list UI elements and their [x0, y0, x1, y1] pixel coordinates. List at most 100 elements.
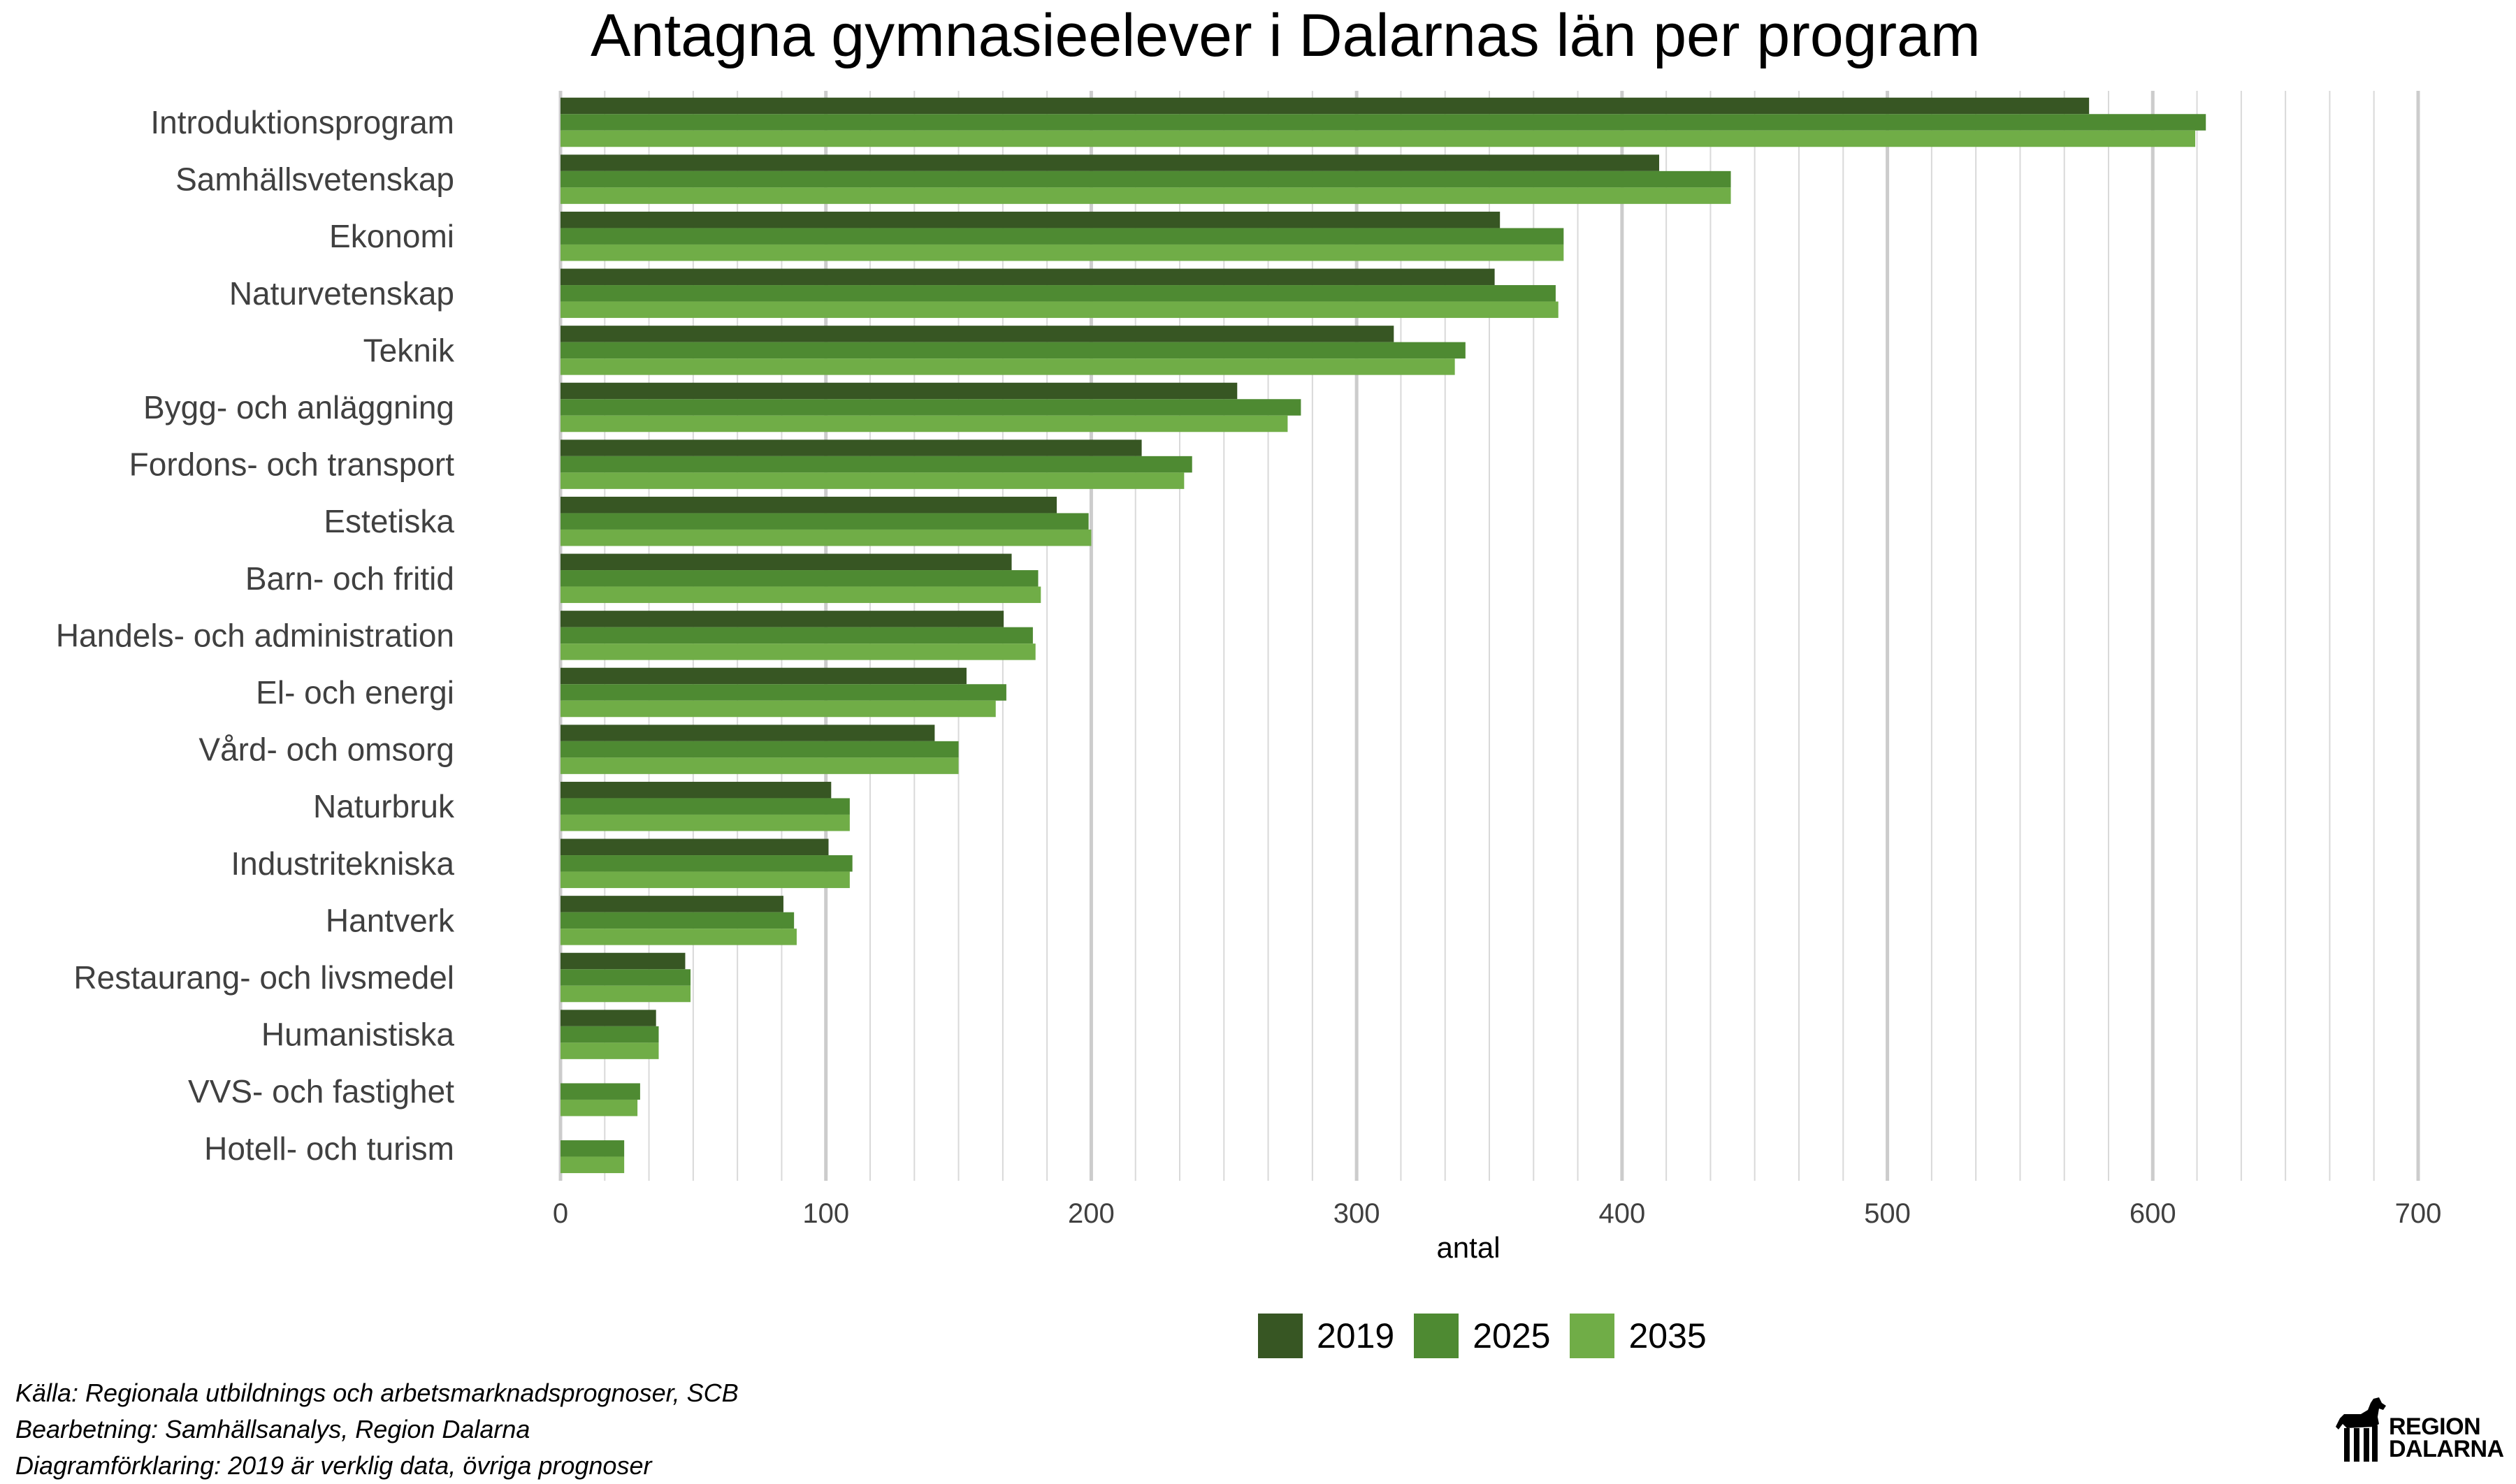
- bar-2025: [561, 627, 1033, 644]
- bar-2035: [561, 301, 1559, 319]
- bar-2035: [561, 929, 797, 945]
- bar-2019: [561, 896, 783, 912]
- bar-2035: [561, 358, 1455, 375]
- legend-item-2035: 2035: [1570, 1314, 1707, 1358]
- legend-swatch-2019: [1258, 1314, 1303, 1358]
- x-tick-label: 0: [553, 1198, 568, 1229]
- bar-2025: [561, 285, 1556, 302]
- bar-2035: [561, 814, 850, 831]
- logo-line-2: DALARNA: [2389, 1436, 2504, 1462]
- bar-2035: [561, 244, 1564, 261]
- x-tick-label: 700: [2395, 1198, 2442, 1229]
- x-tick-label: 600: [2130, 1198, 2176, 1229]
- category-label: Introduktionsprogram: [150, 104, 454, 140]
- bar-2035: [561, 415, 1288, 432]
- category-label: Estetiska: [324, 503, 454, 539]
- bar-2025: [561, 1083, 640, 1100]
- x-axis-label: antal: [1436, 1231, 1500, 1264]
- bar-2019: [561, 154, 1660, 171]
- chart-title: Antagna gymnasieelever i Dalarnas län pe…: [591, 2, 1981, 69]
- category-label: Fordons- och transport: [129, 446, 455, 483]
- legend: 2019 2025 2035: [1258, 1314, 1707, 1358]
- x-tick-label: 400: [1598, 1198, 1645, 1229]
- bar-2019: [561, 952, 686, 970]
- category-label: Handels- och administration: [56, 617, 454, 653]
- category-label: Industritekniska: [231, 845, 454, 882]
- legend-label-2035: 2035: [1628, 1316, 1707, 1355]
- bar-2035: [561, 757, 959, 774]
- bar-2019: [561, 611, 1004, 627]
- bar-2035: [561, 1099, 638, 1116]
- category-label: Samhällsvetenskap: [175, 161, 454, 198]
- bar-2025: [561, 1026, 659, 1043]
- x-tick-label: 100: [802, 1198, 849, 1229]
- category-label: VVS- och fastighet: [188, 1073, 454, 1110]
- x-tick-label: 200: [1068, 1198, 1115, 1229]
- source-notes: Källa: Regionala utbildnings och arbetsm…: [15, 1375, 739, 1484]
- bar-2019: [561, 838, 829, 856]
- source-line: Källa: Regionala utbildnings och arbetsm…: [15, 1378, 739, 1407]
- bar-2019: [561, 781, 832, 799]
- bar-2025: [561, 114, 2206, 131]
- bar-2025: [561, 228, 1564, 245]
- bar-2025: [561, 342, 1466, 359]
- bar-2019: [561, 382, 1238, 400]
- bar-2025: [561, 912, 795, 929]
- legend-swatch-2025: [1414, 1314, 1459, 1358]
- bar-2035: [561, 1156, 625, 1174]
- category-label: Naturvetenskap: [229, 275, 454, 312]
- category-label: Restaurang- och livsmedel: [73, 959, 454, 996]
- explanation-line: Diagramförklaring: 2019 är verklig data,…: [15, 1451, 652, 1480]
- bar-2019: [561, 553, 1012, 571]
- bar-2035: [561, 871, 850, 889]
- legend-swatch-2035: [1570, 1314, 1615, 1358]
- bar-2019: [561, 439, 1142, 456]
- bar-2035: [561, 586, 1041, 604]
- bar-2025: [561, 570, 1039, 587]
- logo-text: REGION DALARNA: [2389, 1413, 2504, 1462]
- bar-2025: [561, 456, 1192, 473]
- bar-2019: [561, 211, 1501, 228]
- x-tick-label: 500: [1864, 1198, 1911, 1229]
- category-label: Bygg- och anläggning: [143, 389, 454, 425]
- bar-2025: [561, 855, 853, 872]
- legend-item-2025: 2025: [1414, 1314, 1550, 1358]
- dala-horse-icon: [2336, 1397, 2386, 1462]
- bar-2035: [561, 700, 996, 718]
- bar-2035: [561, 1042, 659, 1059]
- bar-2035: [561, 985, 691, 1003]
- category-label: Barn- och fritid: [245, 560, 454, 597]
- bar-2019: [561, 725, 935, 741]
- bar-2019: [561, 1010, 656, 1026]
- bar-2025: [561, 741, 959, 758]
- category-label: Hantverk: [326, 902, 455, 938]
- bar-2019: [561, 326, 1394, 342]
- bar-2019: [561, 268, 1495, 286]
- bar-2035: [561, 643, 1036, 660]
- bar-2019: [561, 97, 2090, 115]
- bar-2025: [561, 798, 850, 815]
- bar-2035: [561, 130, 2196, 147]
- category-label: El- och energi: [256, 674, 454, 711]
- bar-2035: [561, 529, 1092, 546]
- x-tick-label: 300: [1333, 1198, 1380, 1229]
- category-label: Ekonomi: [329, 218, 454, 254]
- bar-2025: [561, 170, 1731, 188]
- bar-2035: [561, 187, 1731, 204]
- bar-2025: [561, 1140, 625, 1157]
- legend-label-2025: 2025: [1473, 1316, 1551, 1355]
- logo-line-1: REGION: [2389, 1413, 2481, 1440]
- bar-2019: [561, 667, 967, 685]
- category-label: Hotell- och turism: [204, 1130, 454, 1167]
- bar-2035: [561, 472, 1185, 489]
- bar-2019: [561, 496, 1057, 514]
- category-label: Naturbruk: [313, 788, 455, 824]
- processing-line: Bearbetning: Samhällsanalys, Region Dala…: [15, 1415, 530, 1443]
- bar-2025: [561, 399, 1301, 416]
- region-dalarna-logo: REGION DALARNA: [2333, 1396, 2508, 1464]
- category-label: Humanistiska: [261, 1017, 455, 1053]
- legend-label-2019: 2019: [1317, 1316, 1395, 1355]
- category-label: Vård- och omsorg: [198, 732, 454, 768]
- bar-2025: [561, 969, 691, 986]
